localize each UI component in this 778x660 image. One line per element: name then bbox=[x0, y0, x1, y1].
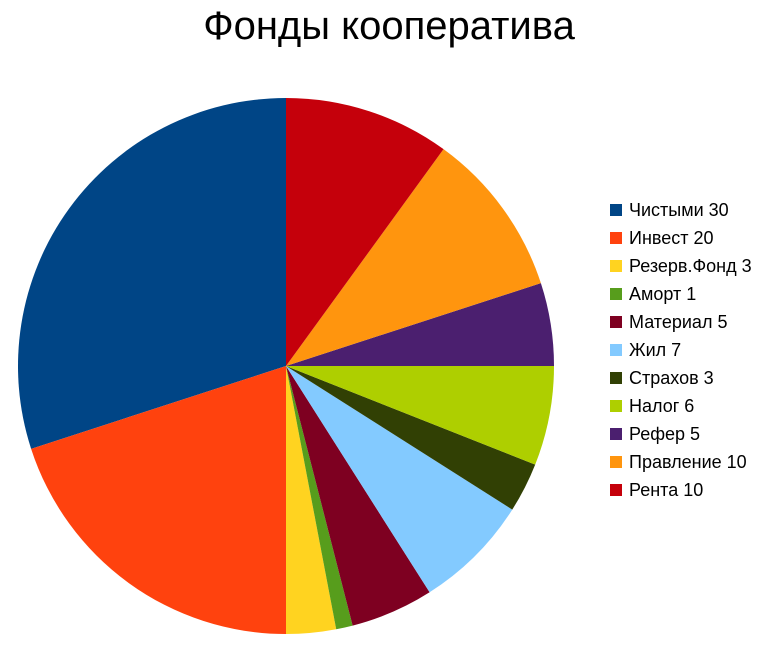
legend-swatch bbox=[610, 344, 622, 356]
pie-slice-5 bbox=[286, 366, 430, 626]
legend-item: Инвест 20 bbox=[610, 224, 752, 252]
pie-slice-3 bbox=[286, 366, 337, 634]
legend-swatch bbox=[610, 372, 622, 384]
legend-label: Жил 7 bbox=[629, 339, 682, 360]
legend-swatch bbox=[610, 400, 622, 412]
legend: Чистыми 30 Инвест 20 Резерв.Фонд 3 Аморт 1 М… bbox=[610, 196, 752, 504]
legend-item: Рента 10 bbox=[610, 476, 752, 504]
legend-swatch bbox=[610, 288, 622, 300]
legend-label: Резерв.Фонд 3 bbox=[629, 255, 752, 276]
legend-swatch bbox=[610, 484, 622, 496]
legend-item: Чистыми 30 bbox=[610, 196, 752, 224]
pie-slice-1 bbox=[18, 98, 286, 449]
legend-swatch bbox=[610, 232, 622, 244]
pie-slice-10 bbox=[286, 149, 541, 366]
legend-swatch bbox=[610, 260, 622, 272]
legend-label: Чистыми 30 bbox=[629, 199, 729, 220]
legend-swatch bbox=[610, 204, 622, 216]
legend-swatch bbox=[610, 428, 622, 440]
chart-title: Фонды кооператива bbox=[203, 4, 575, 48]
legend-label: Материал 5 bbox=[629, 311, 728, 332]
pie-slice-9 bbox=[286, 283, 554, 366]
legend-swatch bbox=[610, 456, 622, 468]
legend-item: Рефер 5 bbox=[610, 420, 752, 448]
pie-slice-6 bbox=[286, 366, 513, 593]
legend-label: Рефер 5 bbox=[629, 423, 701, 444]
pie-slice-2 bbox=[31, 366, 287, 634]
legend-item: Жил 7 bbox=[610, 336, 752, 364]
legend-item: Резерв.Фонд 3 bbox=[610, 252, 752, 280]
legend-label: Страхов 3 bbox=[629, 367, 714, 388]
legend-item: Страхов 3 bbox=[610, 364, 752, 392]
legend-swatch bbox=[610, 316, 622, 328]
legend-label: Правление 10 bbox=[629, 451, 747, 472]
legend-label: Инвест 20 bbox=[629, 227, 714, 248]
legend-label: Налог 6 bbox=[629, 395, 695, 416]
pie-slice-11 bbox=[286, 98, 444, 366]
legend-label: Аморт 1 bbox=[629, 283, 697, 304]
legend-item: Аморт 1 bbox=[610, 280, 752, 308]
legend-item: Налог 6 bbox=[610, 392, 752, 420]
legend-label: Рента 10 bbox=[629, 479, 704, 500]
pie-slice-8 bbox=[286, 366, 554, 465]
pie-slice-4 bbox=[286, 366, 353, 630]
legend-item: Правление 10 bbox=[610, 448, 752, 476]
pie-slice-7 bbox=[286, 366, 536, 510]
legend-item: Материал 5 bbox=[610, 308, 752, 336]
